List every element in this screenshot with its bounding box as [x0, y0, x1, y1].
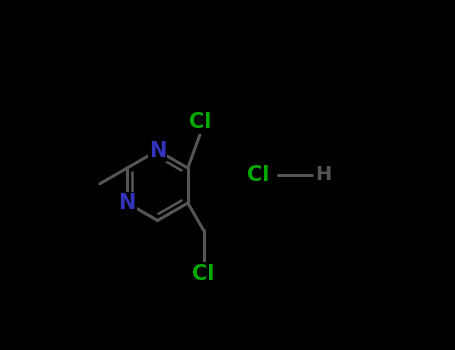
Text: Cl: Cl	[247, 165, 269, 185]
Text: Cl: Cl	[188, 112, 211, 132]
Text: N: N	[118, 193, 136, 213]
Text: Cl: Cl	[192, 264, 215, 284]
Text: H: H	[315, 166, 331, 184]
Text: N: N	[149, 140, 166, 161]
